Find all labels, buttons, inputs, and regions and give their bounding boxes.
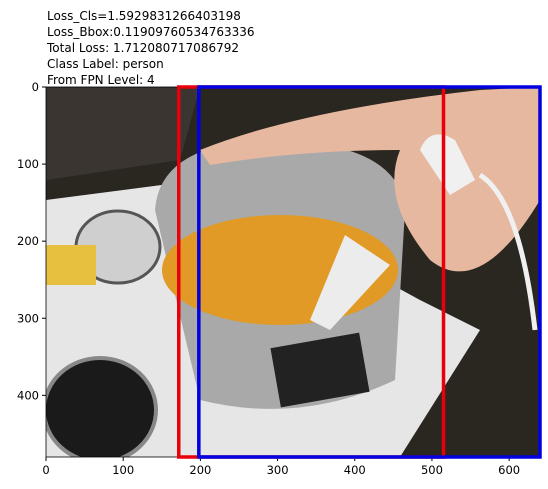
- x-tick-label: 400: [344, 463, 366, 477]
- bounding-box: [197, 85, 542, 459]
- photo: [46, 87, 540, 457]
- title-line: Loss_Cls=1.5929831266403198: [47, 9, 241, 23]
- title-line: Loss_Bbox:0.11909760534763336: [47, 25, 255, 39]
- y-tick-label: 100: [17, 157, 39, 171]
- y-tick-label: 200: [17, 234, 39, 248]
- title-line: Class Label: person: [47, 57, 164, 71]
- y-tick-label: 400: [17, 388, 39, 402]
- x-tick-label: 500: [421, 463, 443, 477]
- title-line: Total Loss: 1.712080717086792: [46, 41, 239, 55]
- x-tick-label: 0: [42, 463, 49, 477]
- x-tick-label: 200: [189, 463, 211, 477]
- y-tick-label: 0: [32, 80, 39, 94]
- x-tick-label: 100: [112, 463, 134, 477]
- title-line: From FPN Level: 4: [47, 73, 155, 87]
- x-tick-label: 600: [498, 463, 520, 477]
- x-tick-label: 300: [267, 463, 289, 477]
- y-tick-label: 300: [17, 311, 39, 325]
